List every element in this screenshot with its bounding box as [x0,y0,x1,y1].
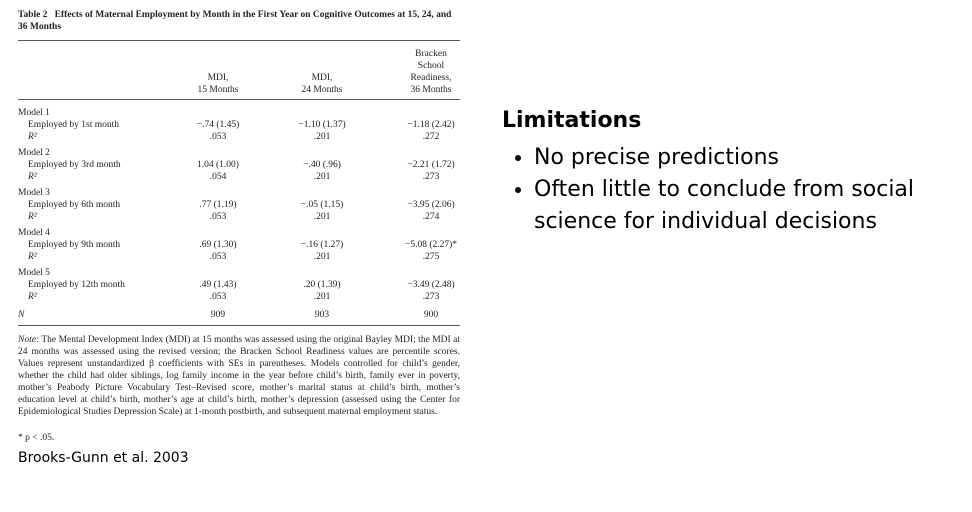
cell-r2: .273 [422,292,440,302]
column-header: 36 Months [410,85,452,95]
cell-value: −3.49 (2.48) [407,280,455,290]
cell-value: 1.04 (1.00) [197,160,239,170]
cell-value: −1.10 (1.37) [298,120,346,130]
cell-r2: .053 [209,252,227,262]
cell-r2: .053 [209,212,227,222]
cell-r2: .053 [209,132,227,142]
bullet-list: No precise predictionsOften little to co… [502,142,972,238]
cell-r2: .054 [209,172,227,182]
note-text: The Mental Development Index (MDI) at 15… [18,335,460,417]
cell-value: .69 (1.30) [199,240,237,250]
cell-value: −.40 (.96) [303,160,341,170]
limitations-title: Limitations [502,108,642,133]
cell-n: 909 [210,310,226,320]
cell-value: −.05 (1.15) [300,200,344,210]
column-header: 15 Months [197,85,239,95]
rule [18,40,460,41]
model-name: Model 5 [18,268,50,278]
cell-r2: .201 [313,132,331,142]
cell-n: 900 [423,310,439,320]
cell-r2: .272 [422,132,440,142]
rule [18,99,460,100]
cell-r2: .274 [422,212,440,222]
model-name: Model 4 [18,228,50,238]
column-header: MDI, [311,73,333,83]
row-label: Employed by 3rd month [28,160,121,170]
cell-value: −.16 (1.27) [300,240,344,250]
column-header: Readiness, [410,73,452,83]
r2-label: R² [28,132,37,142]
cell-value: .49 (1.43) [199,280,237,290]
table-label: Table 2 [18,10,48,20]
cell-r2: .273 [422,172,440,182]
cell-value: −1.18 (2.42) [407,120,455,130]
cell-value: −3.95 (2.06) [407,200,455,210]
cell-value: −5.08 (2.27)* [404,240,458,250]
row-label: Employed by 6th month [28,200,121,210]
row-label: Employed by 12th month [28,280,125,290]
cell-value: .77 (1.19) [199,200,237,210]
model-name: Model 1 [18,108,50,118]
model-name: Model 2 [18,148,50,158]
column-header: School [417,61,445,71]
cell-r2: .201 [313,172,331,182]
model-name: Model 3 [18,188,50,198]
cell-value: −.74 (1.45) [196,120,240,130]
row-label: Employed by 1st month [28,120,120,130]
note-label: Note: [18,335,40,345]
cell-value: −2.21 (1.72) [407,160,455,170]
r2-label: R² [28,212,37,222]
table-title: Effects of Maternal Employment by Month … [18,10,452,32]
cell-n: 903 [314,310,330,320]
table-note: Note: The Mental Development Index (MDI)… [18,334,460,418]
r2-label: R² [28,252,37,262]
r2-label: R² [28,292,37,302]
cell-r2: .275 [422,252,440,262]
cell-r2: .201 [313,292,331,302]
cell-value: .20 (1.39) [303,280,341,290]
column-header: 24 Months [301,85,343,95]
bullet: Often little to conclude from social sci… [534,174,972,238]
source: Brooks-Gunn et al. 2003 [18,450,189,466]
row-label: Employed by 9th month [28,240,121,250]
column-header: MDI, [207,73,229,83]
cell-r2: .201 [313,212,331,222]
footnote: * p < .05. [18,433,55,443]
cell-r2: .201 [313,252,331,262]
bullet: No precise predictions [534,142,972,174]
n-label: N [18,310,25,320]
r2-label: R² [28,172,37,182]
cell-r2: .053 [209,292,227,302]
column-header: Bracken [415,49,447,59]
table-caption: Table 2 Effects of Maternal Employment b… [18,9,463,33]
rule [18,325,460,326]
